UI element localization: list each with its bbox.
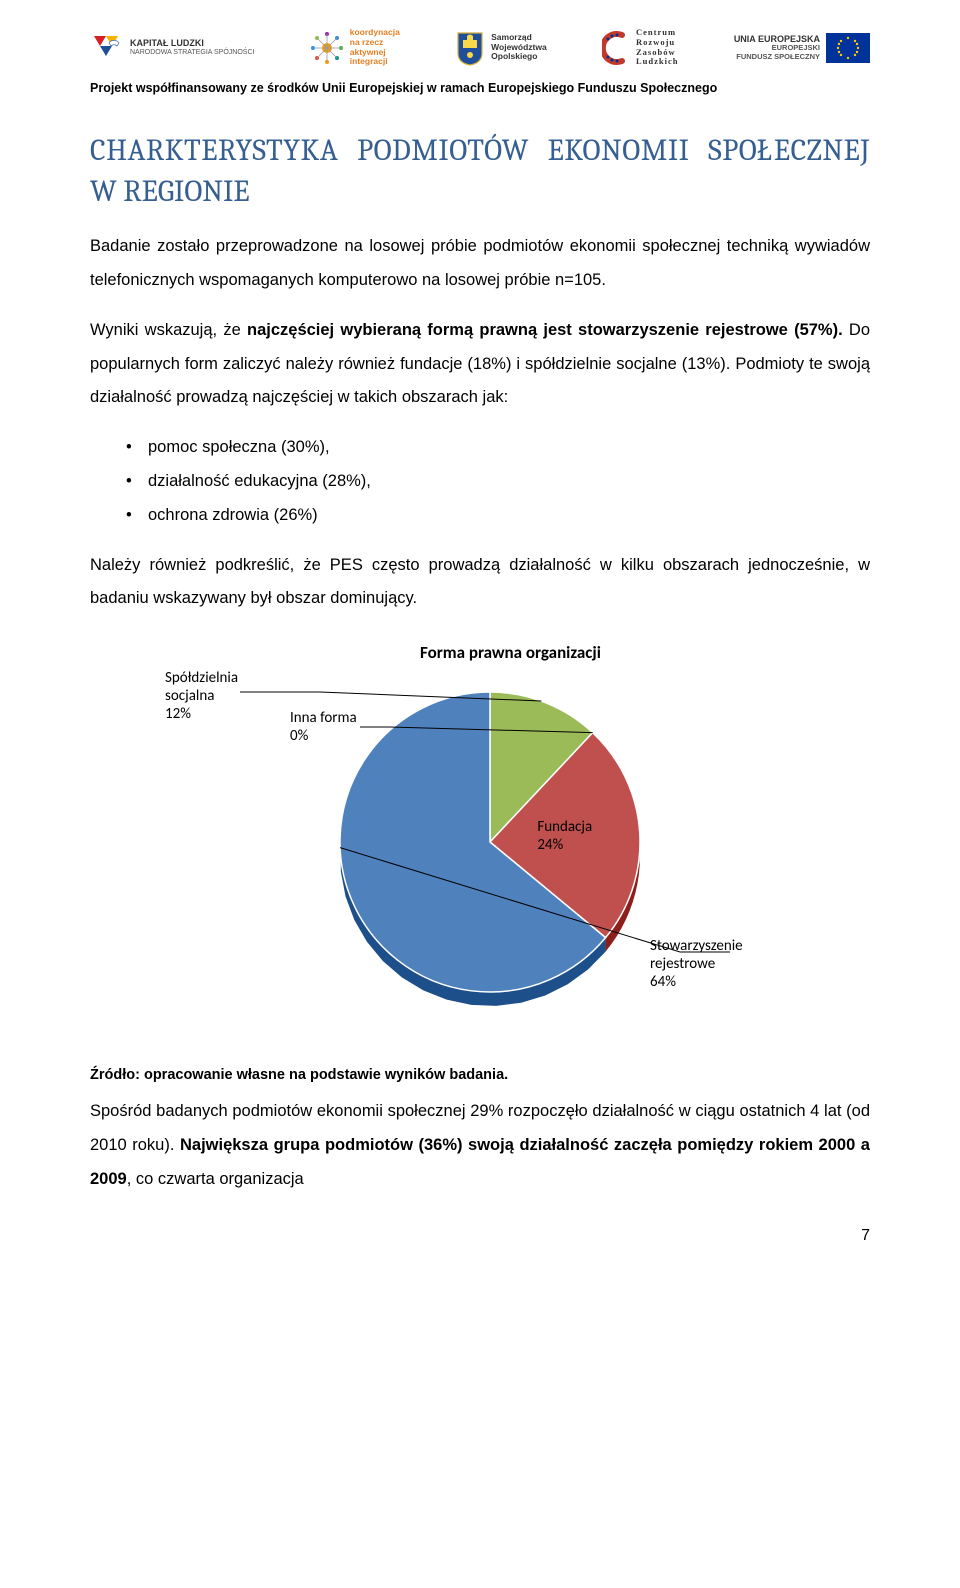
funding-line: Projekt współfinansowany ze środków Unii… <box>90 81 870 95</box>
eu-flag-icon <box>826 33 870 63</box>
logo-kapital-text: KAPITAŁ LUDZKI NARODOWA STRATEGIA SPÓJNO… <box>130 38 254 56</box>
bullet-item: działalność edukacyjna (28%), <box>126 465 870 499</box>
logo-koordynacja-text: koordynacja na rzecz aktywnej integracji <box>350 28 400 67</box>
page-number: 7 <box>90 1227 870 1245</box>
p4-c: , co czwarta organizacja <box>127 1170 304 1188</box>
svg-text:Stowarzyszenie: Stowarzyszenie <box>650 937 743 955</box>
koord-line4: integracji <box>350 57 400 67</box>
centrum-icon <box>602 31 630 65</box>
logo-ue: UNIA EUROPEJSKA EUROPEJSKI FUNDUSZ SPOŁE… <box>734 33 870 63</box>
kapital-ludzki-icon <box>90 31 124 65</box>
logo-samorzad-text: Samorząd Województwa Opolskiego <box>491 33 547 62</box>
logo-centrum-text: Centrum Rozwoju Zasobów Ludzkich <box>636 28 679 67</box>
pie-chart-svg: Forma prawna organizacji Spółdzielniasocj… <box>90 632 870 1032</box>
svg-text:64%: 64% <box>650 973 676 991</box>
activity-bullets: pomoc społeczna (30%), działalność eduka… <box>126 431 870 532</box>
paragraph-4: Spośród badanych podmiotów ekonomii społ… <box>90 1095 870 1196</box>
ue-line3: FUNDUSZ SPOŁECZNY <box>734 53 820 62</box>
svg-text:24%: 24% <box>537 836 563 854</box>
svg-text:Spółdzielnia: Spółdzielnia <box>165 669 238 687</box>
svg-text:Fundacja: Fundacja <box>537 818 592 836</box>
svg-text:Forma prawna organizacji: Forma prawna organizacji <box>420 642 601 663</box>
logo-koordynacja: koordynacja na rzecz aktywnej integracji <box>310 28 400 67</box>
paragraph-3: Należy również podkreślić, że PES często… <box>90 549 870 617</box>
samorzad-icon <box>455 30 485 66</box>
kapital-line1: KAPITAŁ LUDZKI <box>130 38 254 48</box>
header-logos: KAPITAŁ LUDZKI NARODOWA STRATEGIA SPÓJNO… <box>90 24 870 75</box>
title-line2: W REGIONIE <box>90 172 870 213</box>
svg-text:12%: 12% <box>165 705 191 723</box>
chart-source: Źródło: opracowanie własne na podstawie … <box>90 1067 870 1083</box>
paragraph-1: Badanie zostało przeprowadzone na losowe… <box>90 230 870 298</box>
logo-kapital-ludzki: KAPITAŁ LUDZKI NARODOWA STRATEGIA SPÓJNO… <box>90 31 254 65</box>
logo-centrum: Centrum Rozwoju Zasobów Ludzkich <box>602 28 679 67</box>
p2-a: Wyniki wskazują, że <box>90 321 247 339</box>
logo-samorzad: Samorząd Województwa Opolskiego <box>455 30 547 66</box>
koordynacja-icon <box>310 31 344 65</box>
logo-ue-text: UNIA EUROPEJSKA EUROPEJSKI FUNDUSZ SPOŁE… <box>734 34 820 62</box>
svg-text:Inna forma: Inna forma <box>290 709 357 727</box>
centrum-line4: Ludzkich <box>636 57 679 67</box>
samorzad-line3: Opolskiego <box>491 52 547 62</box>
title-line1: CHARKTERYSTYKA PODMIOTÓW EKONOMII SPOŁEC… <box>90 133 870 168</box>
legal-form-pie-chart: Forma prawna organizacji Spółdzielniasocj… <box>90 632 870 1037</box>
p2-b: najczęściej wybieraną formą prawną jest … <box>247 321 843 339</box>
bullet-item: ochrona zdrowia (26%) <box>126 499 870 533</box>
svg-text:socjalna: socjalna <box>165 687 214 705</box>
bullet-item: pomoc społeczna (30%), <box>126 431 870 465</box>
svg-text:rejestrowe: rejestrowe <box>650 955 715 973</box>
paragraph-2: Wyniki wskazują, że najczęściej wybieran… <box>90 314 870 415</box>
page-title: CHARKTERYSTYKA PODMIOTÓW EKONOMII SPOŁEC… <box>90 131 870 212</box>
kapital-line2: NARODOWA STRATEGIA SPÓJNOŚCI <box>130 49 254 57</box>
svg-text:0%: 0% <box>290 727 309 745</box>
